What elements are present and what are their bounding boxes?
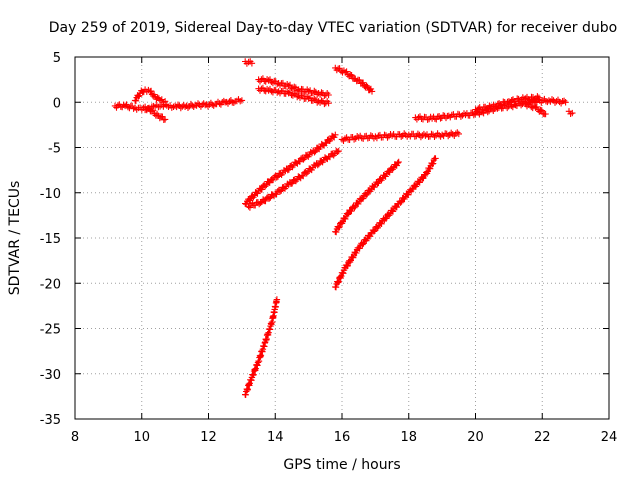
x-tick-label: 14 [267,430,284,445]
plot-frame [74,56,610,420]
x-tick-label: 24 [601,430,618,445]
data-mark-track [332,158,402,236]
data-mark-track [255,84,332,108]
data-marks [111,58,576,398]
tick-labels: 8 10 12 14 16 18 20 22 24 5 0 -5 -10 -15 -20 -25 -30 -35 [40,51,618,445]
data-mark-track [111,96,246,114]
data-mark-track [242,131,339,208]
x-tick-label: 16 [334,430,351,445]
x-tick-label: 18 [400,430,417,445]
data-mark-track [245,147,342,211]
x-tick-label: 10 [133,430,150,445]
x-tick-label: 12 [200,430,217,445]
data-mark-track [332,155,439,291]
chart-title: Day 259 of 2019, Sidereal Day-to-day VTE… [49,20,617,36]
y-tick-label: -20 [40,277,61,292]
data-mark-track [242,296,281,398]
y-tick-label: -30 [40,368,61,383]
grid-lines [75,57,609,419]
data-mark-track [242,58,256,67]
x-axis-label: GPS time / hours [283,457,400,473]
y-tick-label: -35 [40,413,61,428]
data-mark-track [522,100,549,118]
y-axis-label: SDTVAR / TECUs [7,181,23,296]
x-tick-label: 20 [467,430,484,445]
y-tick-label: 5 [53,51,61,66]
data-mark-track [472,93,543,115]
y-tick-label: 0 [53,96,61,111]
data-mark-track [141,103,169,123]
data-mark-track [565,108,576,117]
data-mark-track [131,86,169,106]
y-tick-label: -15 [40,232,61,247]
y-tick-label: -25 [40,323,61,338]
data-mark-track [338,129,462,144]
y-tick-label: -5 [48,142,61,157]
data-mark-track [255,75,332,99]
x-tick-label: 22 [534,430,551,445]
data-mark-track [332,64,376,95]
x-tick-label: 8 [71,430,79,445]
y-tick-label: -10 [40,187,61,202]
